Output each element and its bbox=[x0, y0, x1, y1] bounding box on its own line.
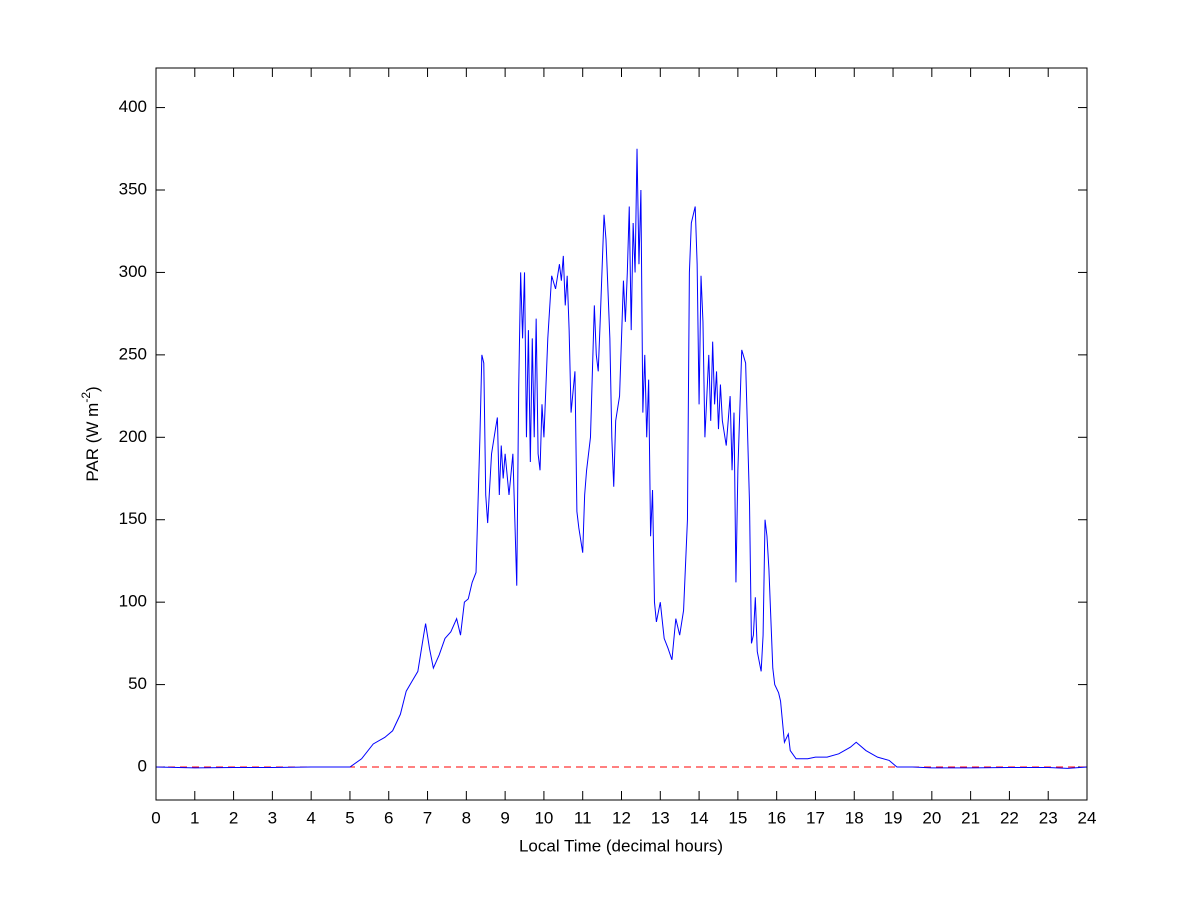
x-tick-label: 16 bbox=[767, 808, 786, 827]
y-axis-label-superscript: -2 bbox=[79, 392, 93, 403]
y-tick-label: 300 bbox=[119, 262, 147, 281]
x-tick-label: 15 bbox=[728, 808, 747, 827]
y-tick-label: 50 bbox=[128, 674, 147, 693]
y-axis-label-text: ) bbox=[83, 386, 102, 392]
x-tick-label: 6 bbox=[384, 808, 393, 827]
x-tick-label: 10 bbox=[534, 808, 553, 827]
x-tick-label: 0 bbox=[151, 808, 160, 827]
x-tick-label: 19 bbox=[884, 808, 903, 827]
x-tick-label: 3 bbox=[268, 808, 277, 827]
x-tick-label: 1 bbox=[190, 808, 199, 827]
y-tick-label: 200 bbox=[119, 427, 147, 446]
x-tick-label: 11 bbox=[574, 808, 592, 827]
data-line bbox=[155, 148, 1088, 769]
x-tick-label: 18 bbox=[845, 808, 864, 827]
y-tick-label: 400 bbox=[119, 97, 147, 116]
y-tick-label: 150 bbox=[119, 509, 147, 528]
x-tick-label: 8 bbox=[462, 808, 471, 827]
y-tick-label: 350 bbox=[119, 179, 147, 198]
x-tick-label: 20 bbox=[922, 808, 941, 827]
x-tick-label: 9 bbox=[500, 808, 509, 827]
y-tick-label: 0 bbox=[138, 757, 147, 776]
y-axis-label-text: PAR (W m bbox=[83, 403, 102, 482]
x-tick-label: 17 bbox=[806, 808, 825, 827]
x-tick-label: 21 bbox=[961, 808, 980, 827]
x-tick-label: 2 bbox=[229, 808, 238, 827]
x-tick-label: 22 bbox=[1000, 808, 1019, 827]
y-tick-label: 100 bbox=[119, 592, 147, 611]
y-tick-label: 250 bbox=[119, 344, 147, 363]
x-tick-label: 24 bbox=[1078, 808, 1097, 827]
x-tick-label: 23 bbox=[1039, 808, 1058, 827]
y-axis-label: PAR (W m-2) bbox=[79, 386, 102, 481]
x-tick-label: 13 bbox=[651, 808, 670, 827]
x-tick-label: 14 bbox=[690, 808, 709, 827]
x-tick-label: 4 bbox=[306, 808, 315, 827]
x-axis-label: Local Time (decimal hours) bbox=[519, 836, 723, 855]
plot-frame bbox=[155, 67, 1088, 801]
x-tick-label: 7 bbox=[423, 808, 432, 827]
x-tick-label: 5 bbox=[345, 808, 354, 827]
x-tick-label: 12 bbox=[612, 808, 631, 827]
